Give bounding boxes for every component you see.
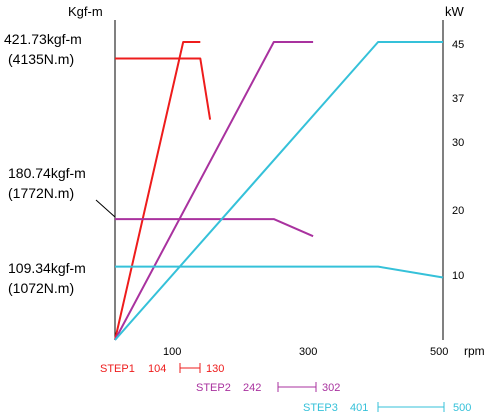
- step-low: 401: [350, 402, 368, 414]
- step-high: 302: [322, 382, 340, 394]
- annotation-180: 180.74kgf-m (1772N.m): [8, 165, 116, 218]
- annotation-newton: (4135N.m): [8, 51, 74, 67]
- x-tick-label: 500: [430, 346, 448, 358]
- step-range-bar: [277, 382, 317, 392]
- annotation-newton: (1772N.m): [8, 185, 74, 201]
- step-label: STEP3: [303, 402, 338, 414]
- annotation-value: 421.73kgf-m: [4, 31, 82, 47]
- step-range-bar: [377, 402, 445, 412]
- step-2: STEP2 242 302: [196, 382, 340, 394]
- left-axis-unit: Kgf-m: [68, 4, 103, 19]
- right-tick-label: 37: [452, 93, 464, 105]
- annotation-421: 421.73kgf-m (4135N.m): [4, 31, 82, 67]
- x-axis-ticks: 100 300 500: [163, 346, 448, 358]
- torque-line-step-1: [115, 57, 212, 120]
- annotation-newton: (1072N.m): [8, 280, 74, 296]
- step-range-bar: [179, 363, 201, 373]
- right-axis-ticks: 45 37 30 20 10: [452, 39, 464, 282]
- x-tick-label: 300: [299, 346, 317, 358]
- torque-line-step-2: [115, 218, 314, 238]
- power-line-step-1: [114, 41, 201, 341]
- step-low: 104: [148, 363, 166, 375]
- annotation-value: 180.74kgf-m: [8, 165, 86, 181]
- right-axis-unit: kW: [445, 4, 465, 19]
- power-line-step-3: [114, 41, 443, 341]
- step-high: 130: [206, 363, 224, 375]
- right-tick-label: 10: [452, 270, 464, 282]
- annotation-value: 109.34kgf-m: [8, 260, 86, 276]
- power-line-step-2: [114, 41, 314, 341]
- annotation-leader: [95, 199, 116, 218]
- right-tick-label: 45: [452, 39, 464, 51]
- step-3: STEP3 401 500: [303, 402, 471, 414]
- step-label: STEP1: [100, 363, 135, 375]
- x-tick-label: 100: [163, 346, 181, 358]
- step-1: STEP1 104 130: [100, 363, 224, 375]
- x-axis-unit: rpm: [464, 344, 485, 358]
- torque-line-step-3: [115, 265, 444, 279]
- step-low: 242: [243, 382, 261, 394]
- series-layer: [114, 41, 444, 341]
- annotation-109: 109.34kgf-m (1072N.m): [8, 260, 86, 296]
- step-label: STEP2: [196, 382, 231, 394]
- right-tick-label: 20: [452, 205, 464, 217]
- right-tick-label: 30: [452, 137, 464, 149]
- step-high: 500: [453, 402, 471, 414]
